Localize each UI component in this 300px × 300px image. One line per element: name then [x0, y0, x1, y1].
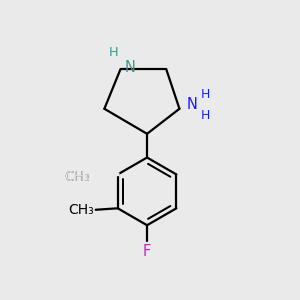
Text: CH₃: CH₃ [68, 203, 94, 217]
Text: N: N [187, 97, 198, 112]
Text: CH₃: CH₃ [64, 170, 90, 184]
Text: H: H [201, 88, 210, 101]
Text: CH₃: CH₃ [64, 170, 90, 184]
Text: N: N [125, 60, 136, 75]
Text: H: H [108, 46, 118, 59]
Text: H: H [201, 109, 210, 122]
Text: F: F [143, 244, 151, 259]
